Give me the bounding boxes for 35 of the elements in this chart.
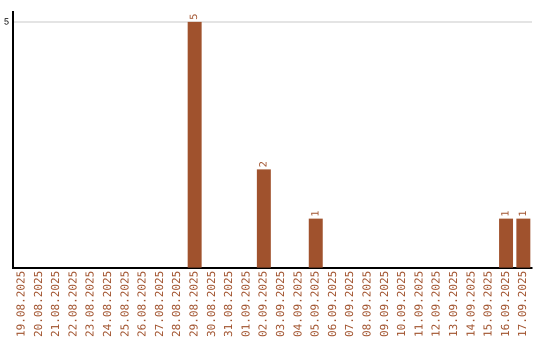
x-tick-label: 19.08.2025 bbox=[14, 270, 28, 338]
x-tick-label: 30.08.2025 bbox=[204, 270, 218, 338]
x-tick-label: 03.09.2025 bbox=[274, 270, 288, 338]
data-label: 2 bbox=[258, 161, 270, 168]
x-tick-label: 01.09.2025 bbox=[239, 270, 252, 338]
data-label: 1 bbox=[310, 210, 322, 217]
data-label: 1 bbox=[500, 210, 512, 217]
x-tick-label: 31.08.2025 bbox=[222, 270, 236, 338]
x-tick-label: 11.09.2025 bbox=[412, 270, 426, 338]
x-tick-label: 05.09.2025 bbox=[308, 270, 322, 338]
data-label: 1 bbox=[518, 210, 529, 217]
x-tick-label: 06.09.2025 bbox=[326, 270, 339, 338]
x-tick-label: 20.08.2025 bbox=[32, 270, 45, 338]
data-label: 5 bbox=[189, 13, 200, 20]
x-tick-label: 28.08.2025 bbox=[170, 270, 184, 338]
x-tick-label: 23.08.2025 bbox=[84, 270, 97, 338]
x-tick-label: 27.08.2025 bbox=[152, 270, 166, 338]
x-tick-label: 02.09.2025 bbox=[256, 270, 270, 338]
x-tick-label: 10.09.2025 bbox=[395, 270, 408, 338]
x-tick-label: 16.09.2025 bbox=[498, 270, 512, 338]
x-tick-label: 04.09.2025 bbox=[291, 270, 304, 338]
x-tick-label: 25.08.2025 bbox=[118, 270, 132, 338]
x-tick-label: 24.08.2025 bbox=[101, 270, 114, 338]
x-tick-label: 08.09.2025 bbox=[360, 270, 374, 338]
x-tick-label: 22.08.2025 bbox=[66, 270, 80, 338]
x-tick-label: 15.09.2025 bbox=[482, 270, 495, 338]
x-tick-label: 14.09.2025 bbox=[464, 270, 478, 338]
x-tick-label: 13.09.2025 bbox=[447, 270, 460, 338]
x-tick-label: 29.08.2025 bbox=[188, 270, 201, 338]
x-tick-label: 26.08.2025 bbox=[136, 270, 149, 338]
x-tick-label: 21.08.2025 bbox=[49, 270, 62, 338]
x-tick-label: 17.09.2025 bbox=[516, 270, 530, 338]
x-tick-label: 12.09.2025 bbox=[430, 270, 443, 338]
x-tick-label: 09.09.2025 bbox=[378, 270, 391, 338]
x-tick-label: 07.09.2025 bbox=[343, 270, 356, 338]
